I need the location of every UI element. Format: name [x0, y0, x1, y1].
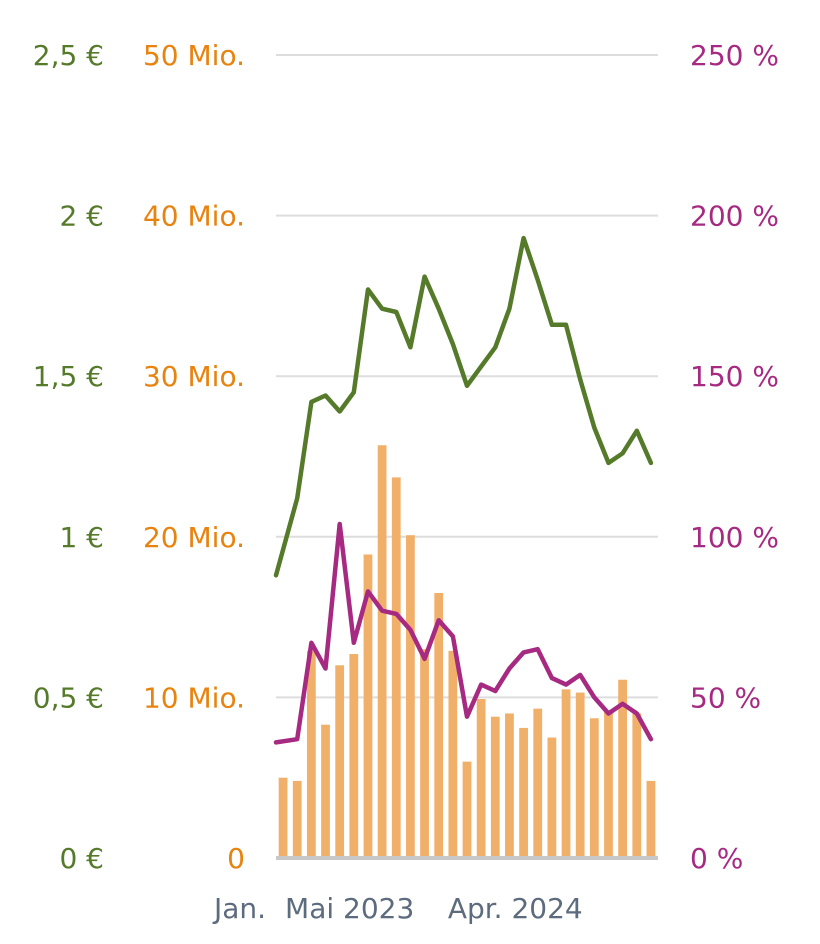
price-tick-label: 1 € [59, 521, 104, 554]
volume-bar [476, 699, 486, 858]
volume-bar [278, 777, 288, 858]
volume-bar [561, 689, 571, 858]
volume-bar [490, 716, 500, 858]
volume-bar [575, 692, 585, 858]
price-tick-label: 0,5 € [33, 681, 104, 714]
volume-bar [604, 710, 613, 858]
percent-tick-label: 50 % [690, 681, 761, 714]
volume-bar [363, 554, 373, 858]
percent-tick-label: 250 % [690, 39, 779, 72]
volume-bar [306, 650, 316, 858]
volume-bar [505, 713, 514, 858]
volume-bar [391, 477, 401, 858]
price-tick-label: 0 € [59, 842, 104, 875]
volume-bar [420, 649, 429, 858]
volume-tick-label: 50 Mio. [143, 39, 245, 72]
price-tick-label: 2 € [59, 200, 104, 233]
volume-bar [646, 780, 656, 858]
volume-tick-label: 40 Mio. [143, 200, 245, 233]
volume-bar [335, 665, 345, 858]
volume-tick-label: 0 [227, 842, 245, 875]
volume-bar [547, 737, 557, 858]
volume-bar [377, 445, 387, 858]
line-series [273, 235, 654, 745]
volume-tick-label: 30 Mio. [143, 360, 245, 393]
percent-line [273, 521, 654, 745]
volume-tick-label: 10 Mio. [143, 681, 245, 714]
volume-bar [321, 724, 330, 858]
price-tick-label: 1,5 € [33, 360, 104, 393]
percent-tick-label: 200 % [690, 200, 779, 233]
volume-bar [632, 713, 642, 858]
volume-bars [278, 445, 656, 858]
volume-bar [448, 650, 458, 858]
x-tick-label: Mai 2023 [285, 892, 414, 925]
volume-bar [462, 761, 472, 858]
volume-bar [349, 654, 359, 858]
volume-bar [533, 708, 543, 858]
volume-bar [406, 535, 415, 858]
volume-bar [292, 780, 302, 858]
percent-tick-label: 0 % [690, 842, 743, 875]
x-tick-label: Apr. 2024 [448, 892, 583, 925]
volume-bar [618, 679, 628, 858]
percent-tick-label: 100 % [690, 521, 779, 554]
price-line [273, 235, 654, 578]
volume-tick-label: 20 Mio. [143, 521, 245, 554]
volume-bar [519, 727, 528, 858]
x-tick-label: Jan. [212, 892, 266, 925]
volume-bar [434, 593, 444, 858]
axes: 0 € 0,5 € 1 € 1,5 € 2 € 2,5 € 0 10 Mio. 20 Mio. 3… [33, 39, 779, 925]
volume-bar [589, 718, 599, 858]
price-tick-label: 2,5 € [33, 39, 104, 72]
percent-tick-label: 150 % [690, 360, 779, 393]
